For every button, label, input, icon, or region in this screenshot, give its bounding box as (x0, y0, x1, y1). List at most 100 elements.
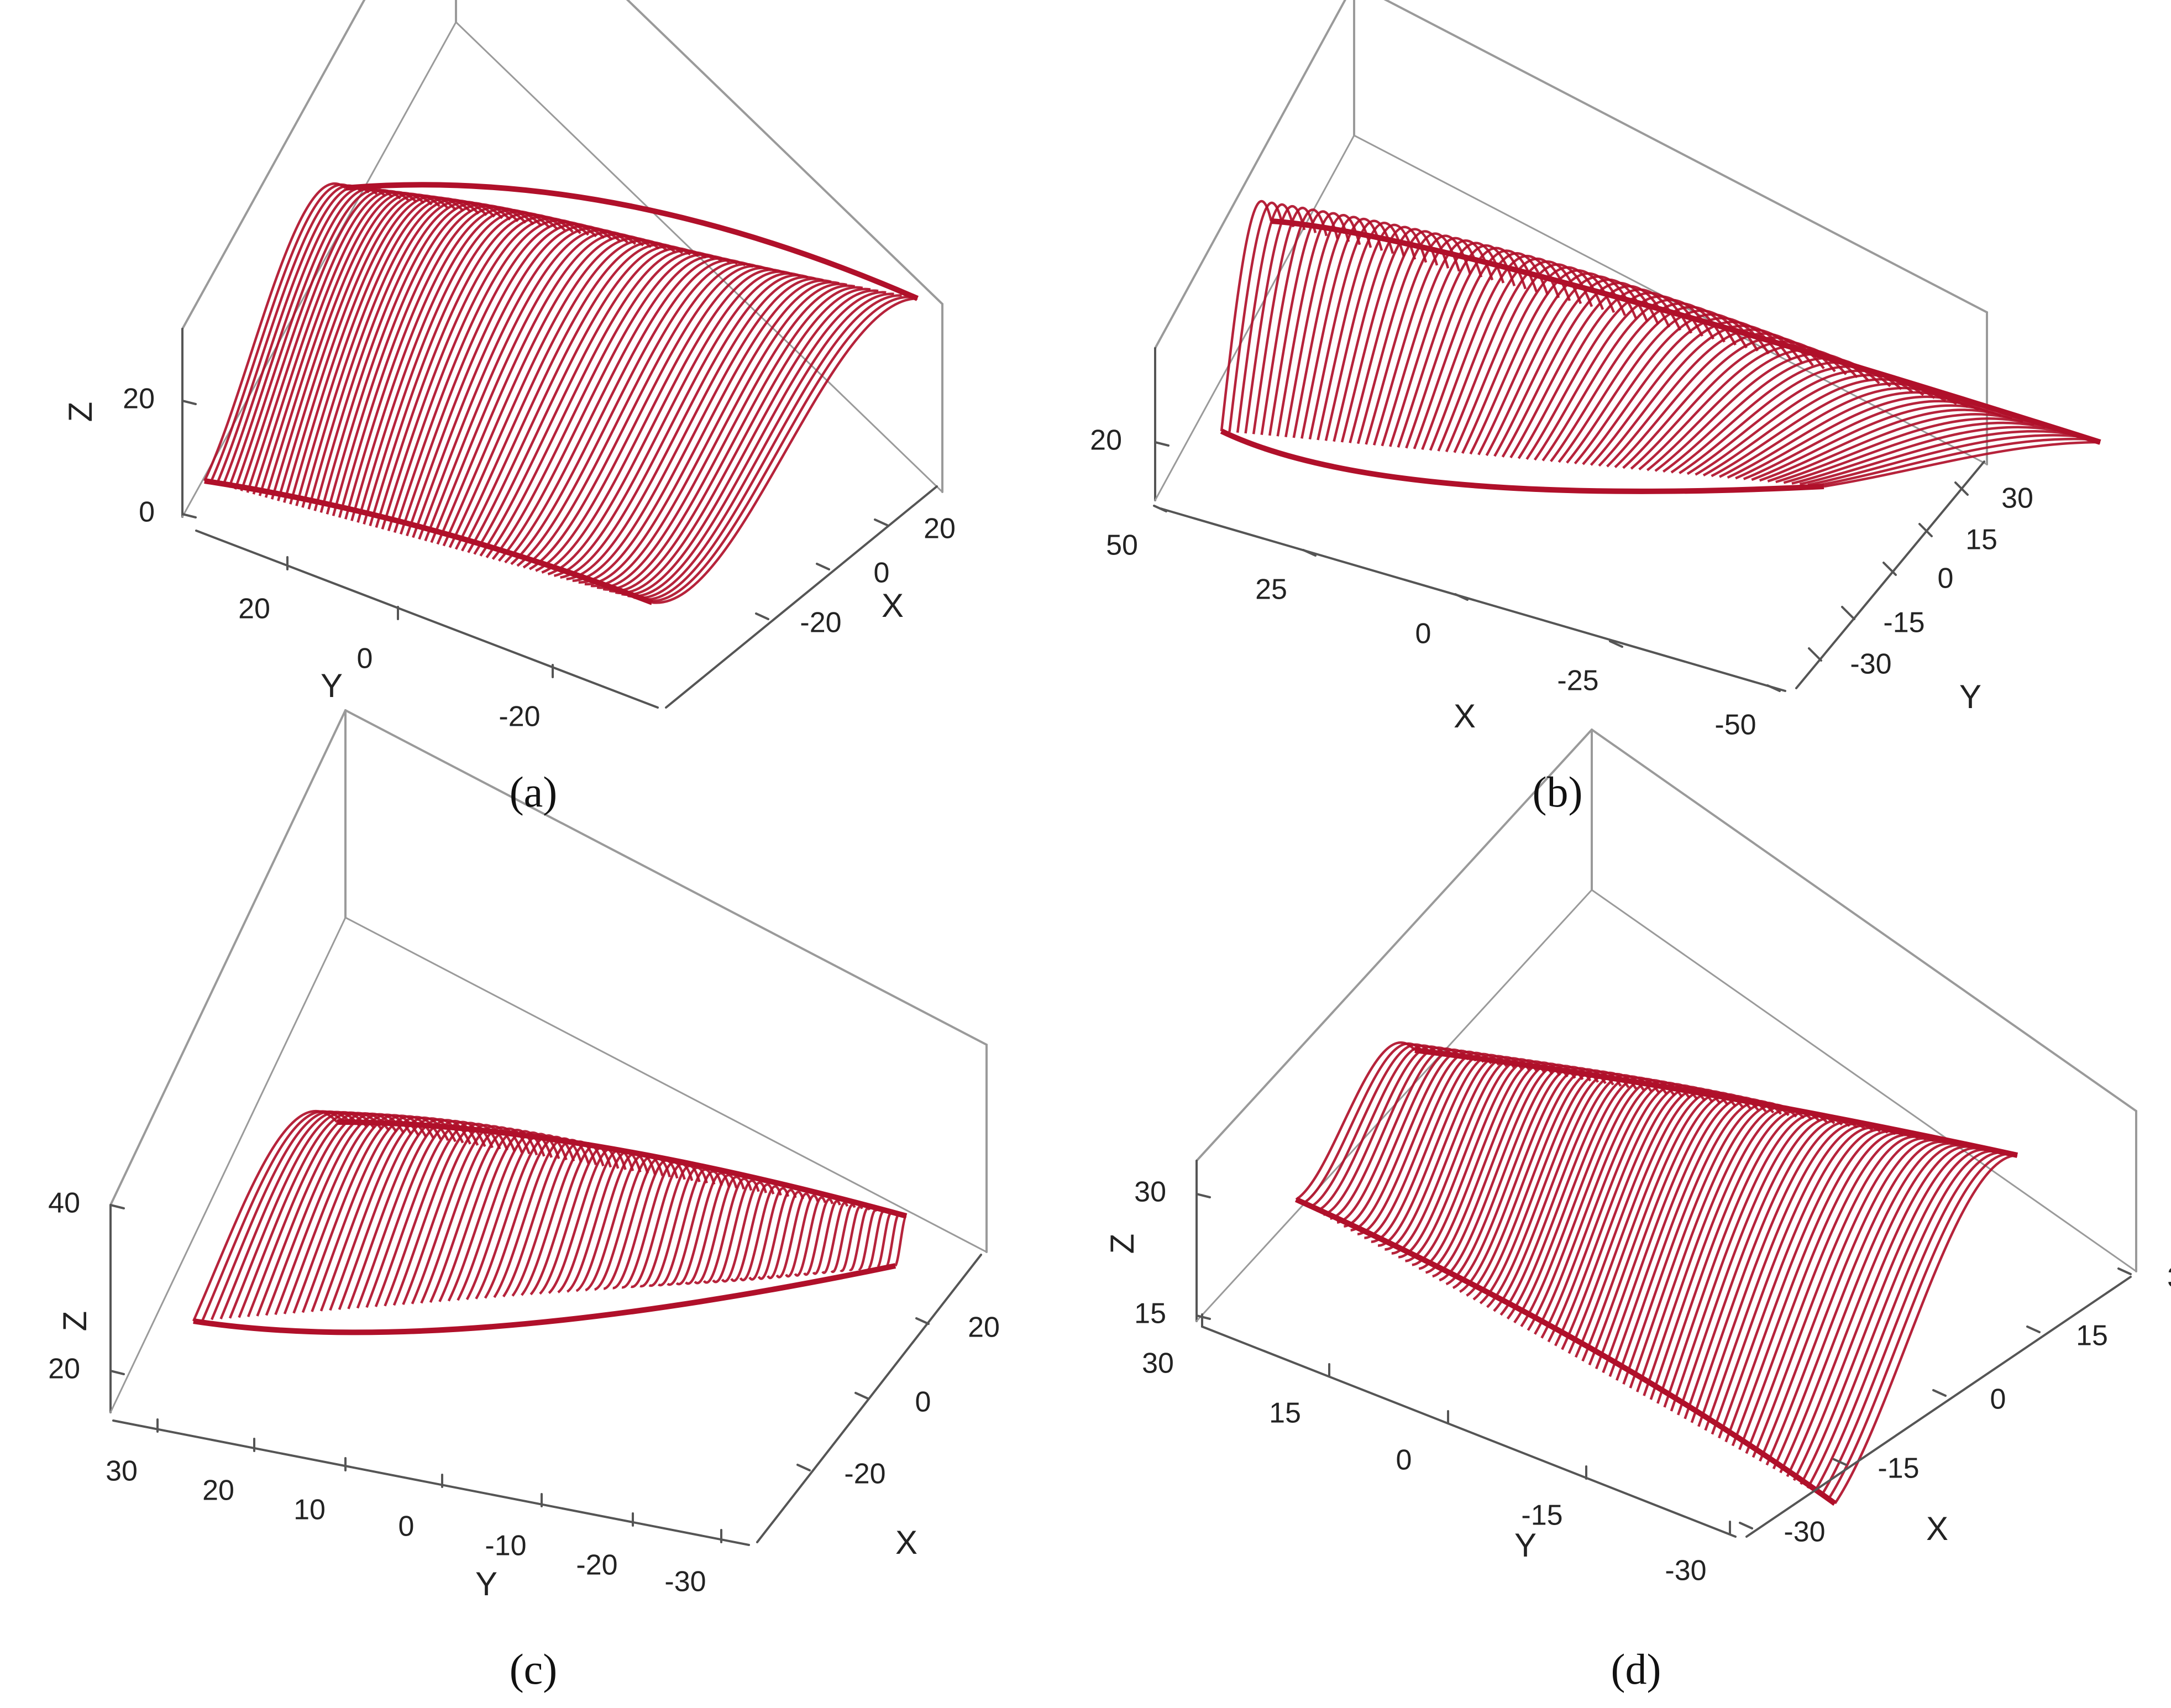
x-tick-label: 50 (1106, 530, 1138, 562)
box-edge (626, 0, 943, 305)
box-edge (344, 916, 988, 1253)
surface-strip (775, 1192, 812, 1279)
surface-strip (277, 193, 441, 501)
x-tick (1454, 593, 1469, 601)
surface-strip (1425, 1061, 1561, 1274)
surface-strip (461, 241, 675, 552)
z-axis-label: Z (56, 1311, 93, 1332)
y-tick-label: -30 (664, 1566, 706, 1598)
surface-strip (1719, 386, 1958, 478)
surface-strip (1602, 1094, 1759, 1374)
surface-strip (209, 183, 354, 483)
surface-strip (252, 190, 409, 495)
z-tick (1195, 1314, 1211, 1320)
surface-strip (399, 221, 597, 535)
surface-strip (307, 198, 480, 510)
x-tick (2026, 1325, 2041, 1333)
surface-strip (1439, 1063, 1576, 1282)
surface-strip (1813, 1150, 1995, 1493)
surface-strip (347, 1118, 464, 1309)
surface-strip (1295, 1041, 1416, 1201)
y-tick-label: 20 (238, 593, 270, 625)
surface-b (1220, 200, 2101, 494)
surface-strip (1317, 222, 1406, 441)
surface-strip (1323, 1045, 1446, 1216)
x-axis-line (665, 485, 938, 709)
x-tick (854, 1392, 869, 1400)
surface-strip (1718, 1126, 1889, 1439)
surface-strip (1377, 1054, 1508, 1247)
x-axis-label: X (882, 587, 904, 624)
surface-strip (1330, 1046, 1454, 1220)
y-tick-label: -20 (576, 1549, 617, 1581)
x-tick-label: -30 (1784, 1516, 1825, 1548)
caption-a: (a) (509, 768, 558, 816)
x-tick (1609, 640, 1623, 648)
surface-strip (216, 184, 362, 485)
y-tick-label: -15 (1521, 1500, 1562, 1532)
x-tick (816, 563, 830, 570)
y-axis-label: Y (475, 1565, 497, 1602)
surface-strip (1220, 200, 1273, 432)
y-axis-label: Y (321, 667, 343, 704)
surface-strip (602, 284, 856, 591)
x-axis-label: X (1926, 1510, 1948, 1547)
surface-strip (1800, 1147, 1980, 1485)
surface-strip (1534, 1080, 1683, 1335)
chart-d: 30 15 0 -15 -30 -30 -15 0 15 30 15 30 X Y Z (1104, 729, 2171, 1587)
box-edge (181, 0, 366, 330)
surface-strip (412, 224, 613, 538)
surface-strip (1316, 1044, 1439, 1213)
surface-strip (712, 1179, 760, 1283)
surface-strip (1792, 1145, 1972, 1481)
y-tick (1882, 562, 1897, 576)
surface-strip (313, 200, 487, 511)
surface-strip (1751, 404, 2001, 481)
surface-strip (1398, 1057, 1530, 1259)
surface-strip (448, 237, 660, 548)
surface-strip (1397, 244, 1516, 448)
surface-edge (193, 1263, 896, 1335)
surface-strip (1405, 1058, 1538, 1262)
surface-d (1294, 1041, 2018, 1506)
x-tick (1932, 1389, 1947, 1397)
surface-strip (1752, 1135, 1927, 1458)
surface-edge (345, 182, 919, 301)
chart-a: 20 0 -20 -20 0 20 0 20 X Y Z (62, 0, 956, 733)
surface-strip (1540, 1081, 1691, 1339)
surface-strip (821, 1202, 849, 1274)
surface-strip (1711, 1124, 1881, 1435)
surface-strip (1772, 1140, 1949, 1470)
surface-strip (1340, 228, 1439, 443)
y-tick-label: -10 (485, 1530, 526, 1562)
surface-strip (1405, 247, 1527, 449)
surface-strip (1727, 391, 1969, 479)
x-tick (2117, 1267, 2132, 1275)
surface-strip (436, 233, 644, 545)
surface-strip (375, 213, 566, 528)
surface-strip (1228, 201, 1284, 432)
surface-strip (702, 1177, 753, 1284)
y-tick-label: 20 (202, 1475, 234, 1507)
surface-strip (338, 204, 519, 518)
surface-strip (497, 253, 722, 562)
surface-strip (1823, 441, 2101, 488)
x-tick (796, 1464, 811, 1471)
x-axis-line (756, 1254, 982, 1543)
surface-strip (596, 282, 847, 589)
surface-strip (387, 217, 581, 532)
x-tick-label: -20 (800, 607, 841, 639)
y-tick-label: 0 (1938, 563, 1954, 595)
surface-strip (234, 187, 386, 490)
z-tick-label: 40 (48, 1187, 80, 1219)
caption-b: (b) (1532, 768, 1583, 816)
x-axis-line (1745, 1276, 2132, 1538)
surface-strip (1371, 1052, 1500, 1243)
z-tick (181, 400, 197, 405)
box-edge (344, 709, 988, 1046)
surface-strip (418, 227, 621, 540)
surface-strip (627, 291, 887, 598)
surface-strip (1244, 205, 1306, 434)
x-axis-label: X (895, 1524, 917, 1561)
surface-strip (1381, 239, 1494, 447)
